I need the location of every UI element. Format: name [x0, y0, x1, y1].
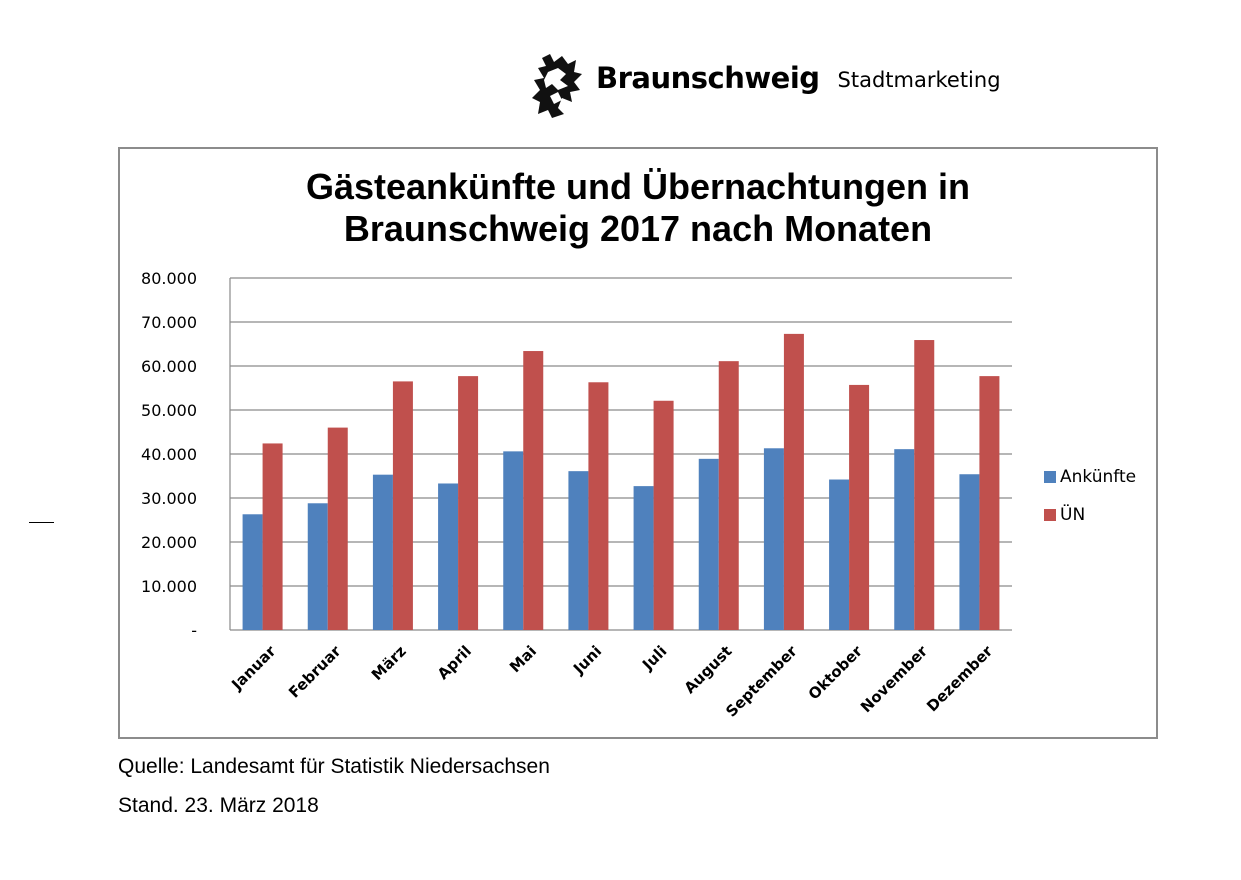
y-tick-label: 10.000: [141, 577, 197, 596]
bar-un: [392, 381, 413, 630]
bar-ankuenfte: [763, 448, 784, 630]
chart-container: Gästeankünfte und Übernachtungen in Brau…: [118, 147, 1158, 739]
x-tick-label: Juni: [569, 642, 605, 678]
bar-chart: - 10.000 20.000 30.000 40.000 50.000 60.000 70.…: [141, 269, 1012, 721]
bar-un: [849, 384, 870, 630]
logo-subtitle: Stadtmarketing: [837, 68, 1001, 92]
bar-un: [327, 427, 348, 630]
bar-un: [914, 340, 935, 630]
bar-un: [979, 376, 1000, 630]
legend-item-ankuenfte: Ankünfte: [1044, 467, 1136, 487]
bar-ankuenfte: [503, 451, 524, 630]
legend-item-un: ÜN: [1044, 505, 1136, 525]
braunschweig-logo: Braunschweig Stadtmarketing: [528, 52, 1001, 124]
bar-un: [523, 351, 544, 630]
x-tick-label: November: [857, 642, 931, 716]
x-tick-label: Januar: [227, 642, 279, 694]
source-note: Quelle: Landesamt für Statistik Niedersa…: [118, 755, 550, 778]
bar-un: [783, 333, 804, 630]
bar-un: [653, 400, 674, 630]
bar-un: [718, 361, 739, 630]
bar-ankuenfte: [633, 486, 654, 630]
x-tick-label: Oktober: [805, 642, 867, 704]
y-tick-label: 60.000: [141, 357, 197, 376]
y-tick-label: 70.000: [141, 313, 197, 332]
y-tick-label: 80.000: [141, 269, 197, 288]
legend-swatch-ankuenfte: [1044, 471, 1056, 483]
x-tick-label: Juli: [638, 642, 670, 674]
y-tick-label: 50.000: [141, 401, 197, 420]
bar-ankuenfte: [698, 458, 719, 630]
chart-legend: Ankünfte ÜN: [1044, 467, 1136, 543]
y-tick-label: 40.000: [141, 445, 197, 464]
lion-crest-icon: [532, 54, 582, 118]
chart-title-line-2: Braunschweig 2017 nach Monaten: [343, 208, 933, 249]
x-tick-label: Februar: [285, 642, 345, 702]
x-tick-label: April: [434, 642, 475, 683]
chart-title-line-1: Gästeankünfte und Übernachtungen in: [305, 166, 971, 207]
bar-ankuenfte: [959, 474, 980, 630]
bar-ankuenfte: [829, 479, 850, 630]
bar-ankuenfte: [894, 449, 915, 630]
legend-label-ankuenfte: Ankünfte: [1060, 467, 1137, 487]
bar-ankuenfte: [438, 483, 459, 630]
date-note: Stand. 23. März 2018: [118, 794, 319, 817]
bar-ankuenfte: [568, 471, 589, 630]
x-tick-label: März: [368, 642, 410, 684]
bar-un: [588, 382, 609, 630]
logo-name: Braunschweig: [596, 61, 820, 95]
y-tick-label: 30.000: [141, 489, 197, 508]
legend-swatch-un: [1044, 509, 1056, 521]
bar-un: [262, 443, 283, 630]
bar-ankuenfte: [372, 474, 393, 630]
bar-ankuenfte: [307, 503, 328, 630]
margin-dash: [29, 522, 54, 523]
bar-ankuenfte: [242, 514, 263, 630]
x-tick-label: August: [681, 642, 736, 697]
legend-label-un: ÜN: [1060, 505, 1086, 525]
bar-un: [458, 376, 479, 630]
x-tick-label: Dezember: [923, 642, 997, 716]
y-tick-label: 20.000: [141, 533, 197, 552]
x-tick-label: Mai: [506, 642, 540, 676]
y-tick-label: -: [191, 621, 197, 640]
